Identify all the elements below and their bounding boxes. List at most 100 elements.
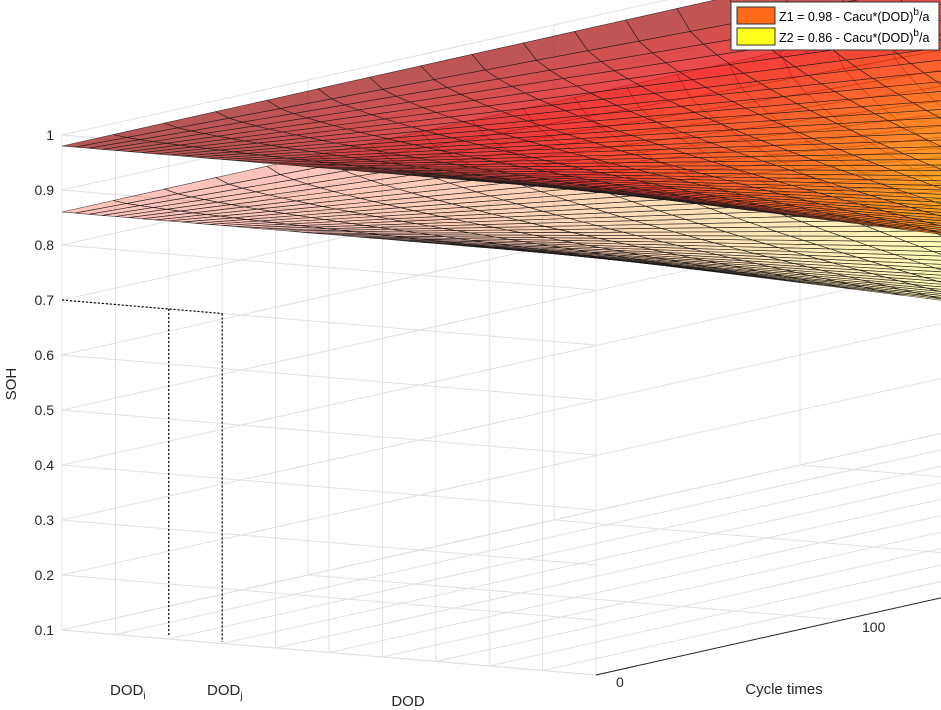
z-tick-label: 0.6 [35, 347, 55, 363]
surface-z1-patch [887, 117, 941, 128]
surface-z2-patch [908, 258, 941, 265]
surface-z2-patch [914, 292, 941, 298]
y-tick-label: 100 [862, 619, 886, 635]
surface-z1-patch [925, 221, 941, 226]
surface-z1-patch [911, 100, 941, 111]
surface-z1-patch [932, 185, 941, 189]
legend-swatch-z2 [736, 27, 776, 46]
soh-guide-line [61, 299, 223, 315]
surface-z1-patch [910, 59, 941, 74]
surface-z1-patch [877, 140, 941, 149]
surface-z1-patch [890, 226, 941, 235]
grid-line [61, 377, 941, 576]
surface-z1-patch [894, 188, 941, 195]
legend-swatch-z1 [736, 6, 776, 25]
surface-z2-patch [896, 269, 941, 276]
surface-z1-patch [914, 132, 941, 141]
surface-z1-patch [930, 164, 941, 170]
surface-z2-patch [905, 241, 941, 248]
surface-z2-patch [921, 263, 941, 269]
surface-z1-patch [900, 125, 941, 135]
grid-line [61, 212, 941, 411]
grid-line [328, 515, 941, 653]
y-axis-label: Cycle times [745, 681, 823, 698]
grid-line [275, 498, 941, 649]
surface-z2-patch [885, 277, 941, 285]
surface-z1-patch [885, 81, 941, 96]
grid-line [542, 580, 941, 671]
surface-z2-patch [939, 291, 941, 293]
surface-z1-patch [899, 214, 941, 222]
z-tick-label: 0.3 [35, 512, 55, 528]
y-axis-line [595, 597, 941, 676]
surface-z2-patch [937, 280, 941, 283]
surface-z2-patch [923, 276, 941, 282]
z-tick-label: 0.2 [35, 567, 55, 583]
surface-z2-patch [883, 265, 941, 273]
grid-line [799, 464, 941, 478]
surface-z1-patch [927, 229, 941, 234]
surface-z2-patch [934, 267, 941, 271]
surface-z1-patch [885, 211, 941, 219]
z-tick-label: 1 [46, 127, 54, 143]
surface-z1-patch [887, 220, 941, 228]
surface-z1-patch [883, 199, 941, 207]
surface-z2-patch [932, 251, 941, 255]
legend-entry-z1: Z1 = 0.98 - Cacu*(DOD)b/a [779, 7, 929, 24]
surface-z2-patch [899, 280, 941, 288]
surface-z1-patch [917, 158, 941, 166]
surface-z2-patch [892, 236, 941, 243]
grid-line [61, 267, 941, 466]
x-axis-label: DOD [391, 693, 425, 710]
surface-z1-patch [925, 109, 941, 119]
surface-z1-patch [919, 180, 941, 186]
surface-z1-patch [903, 152, 941, 160]
surface-z1-patch [914, 226, 941, 232]
surface-z1-patch [921, 197, 941, 203]
surface-z2-patch [901, 289, 941, 296]
surface-z2-patch [925, 287, 941, 292]
surface-z2-patch [876, 289, 941, 300]
surface-z1-patch [910, 207, 941, 213]
grid-line [61, 432, 941, 631]
surface-z2-patch [912, 284, 941, 290]
surface-z2-patch [910, 273, 941, 279]
surface-z1-patch [923, 210, 941, 216]
grid-line [61, 432, 941, 631]
grid-line [222, 482, 941, 644]
grid-line [115, 449, 941, 635]
surface-z1-patch [936, 81, 941, 85]
z-axis-label: SOH [3, 368, 20, 401]
z-tick-label: 0.9 [35, 182, 55, 198]
z-tick-label: 0.7 [35, 292, 55, 308]
z-tick-label: 0.5 [35, 402, 55, 418]
dod-annotations [61, 299, 223, 642]
surface-z1-patch [908, 192, 941, 199]
grid-line [61, 157, 941, 356]
surface-z2-patch [894, 254, 941, 261]
grid-line [489, 564, 941, 667]
grid-line [435, 548, 941, 662]
z-tick-label: 0.8 [35, 237, 55, 253]
surface-z1-patch [890, 146, 941, 155]
surface-z1-patch [923, 70, 941, 83]
y-tick-label: 0 [616, 674, 624, 690]
surface-z1-patch [876, 223, 941, 234]
surface-z1-patch [898, 91, 941, 104]
legend: Z1 = 0.98 - Cacu*(DOD)b/a Z2 = 0.86 - Ca… [730, 1, 940, 51]
surface-z1-patch [912, 218, 941, 224]
z-tick-label: 0.4 [35, 457, 55, 473]
surface-z1-patch [905, 175, 941, 182]
axis-ticks: 0.10.20.30.40.50.60.70.80.9100.10.20.30.… [35, 127, 886, 690]
grid-line [553, 519, 941, 554]
grid-line [61, 322, 941, 521]
surface-z2-patch [927, 295, 941, 300]
surface-z2-patch [887, 286, 941, 294]
grid-line [307, 574, 843, 621]
surface-z1-patch [901, 223, 941, 230]
surface-z1 [61, 0, 941, 235]
surface-z1-patch [879, 164, 941, 171]
surface-z1-patch [896, 203, 941, 210]
legend-entry-z2: Z2 = 0.86 - Cacu*(DOD)b/a [779, 28, 929, 45]
